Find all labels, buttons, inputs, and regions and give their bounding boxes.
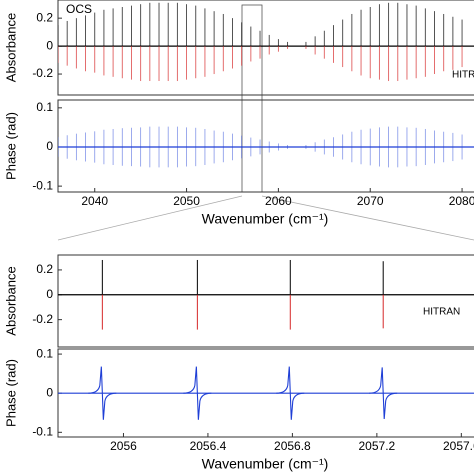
plot-frame [57, 99, 474, 193]
x-tick-label: 2056.4 [190, 439, 227, 453]
x-tick-label: 2040 [81, 194, 108, 208]
y-tick-label: -0.2 [32, 66, 53, 80]
x-tick-label: 2070 [357, 194, 384, 208]
y-tick-label: 0 [46, 385, 53, 399]
x-axis-label: Wavenumber (cm⁻¹) [202, 211, 329, 227]
zoom-box [241, 4, 263, 193]
x-axis-label: Wavenumber (cm⁻¹) [202, 456, 329, 472]
x-tick-label: 2056.8 [274, 439, 311, 453]
x-tick-label: 2080 [449, 194, 474, 208]
y-tick-label: 0 [46, 139, 53, 153]
x-tick-label: 2057.6 [443, 439, 474, 453]
y-axis-label: Absorbance [3, 266, 18, 335]
dispersion-feature [183, 366, 212, 420]
y-tick-label: 0.2 [36, 10, 53, 24]
y-tick-label: -0.2 [32, 312, 53, 326]
dispersion-feature [276, 366, 305, 420]
zoom-connector [261, 195, 474, 241]
y-tick-label: 0.1 [36, 100, 53, 114]
x-tick-label: 2060 [265, 194, 292, 208]
series-label: HITRAN [452, 70, 474, 81]
y-tick-label: 0.1 [36, 346, 53, 360]
dispersion-feature [88, 366, 117, 420]
zoom-connector [57, 195, 243, 241]
y-axis-label: Phase (rad) [3, 112, 18, 180]
dispersion-feature [369, 367, 398, 420]
y-tick-label: 0 [46, 287, 53, 301]
x-tick-label: 2050 [173, 194, 200, 208]
y-tick-label: 0 [46, 38, 53, 52]
y-tick-label: -0.1 [32, 178, 53, 192]
y-tick-label: -0.1 [32, 424, 53, 438]
annotation: OCS [66, 2, 92, 16]
series-label: HITRAN [423, 307, 460, 318]
y-axis-label: Phase (rad) [3, 359, 18, 427]
x-tick-label: 2057.2 [359, 439, 396, 453]
x-tick-label: 2056 [110, 439, 137, 453]
y-tick-label: 0.2 [36, 262, 53, 276]
plot-frame [57, 254, 474, 348]
y-axis-label: Absorbance [3, 13, 18, 82]
plot-frame [57, 0, 474, 96]
